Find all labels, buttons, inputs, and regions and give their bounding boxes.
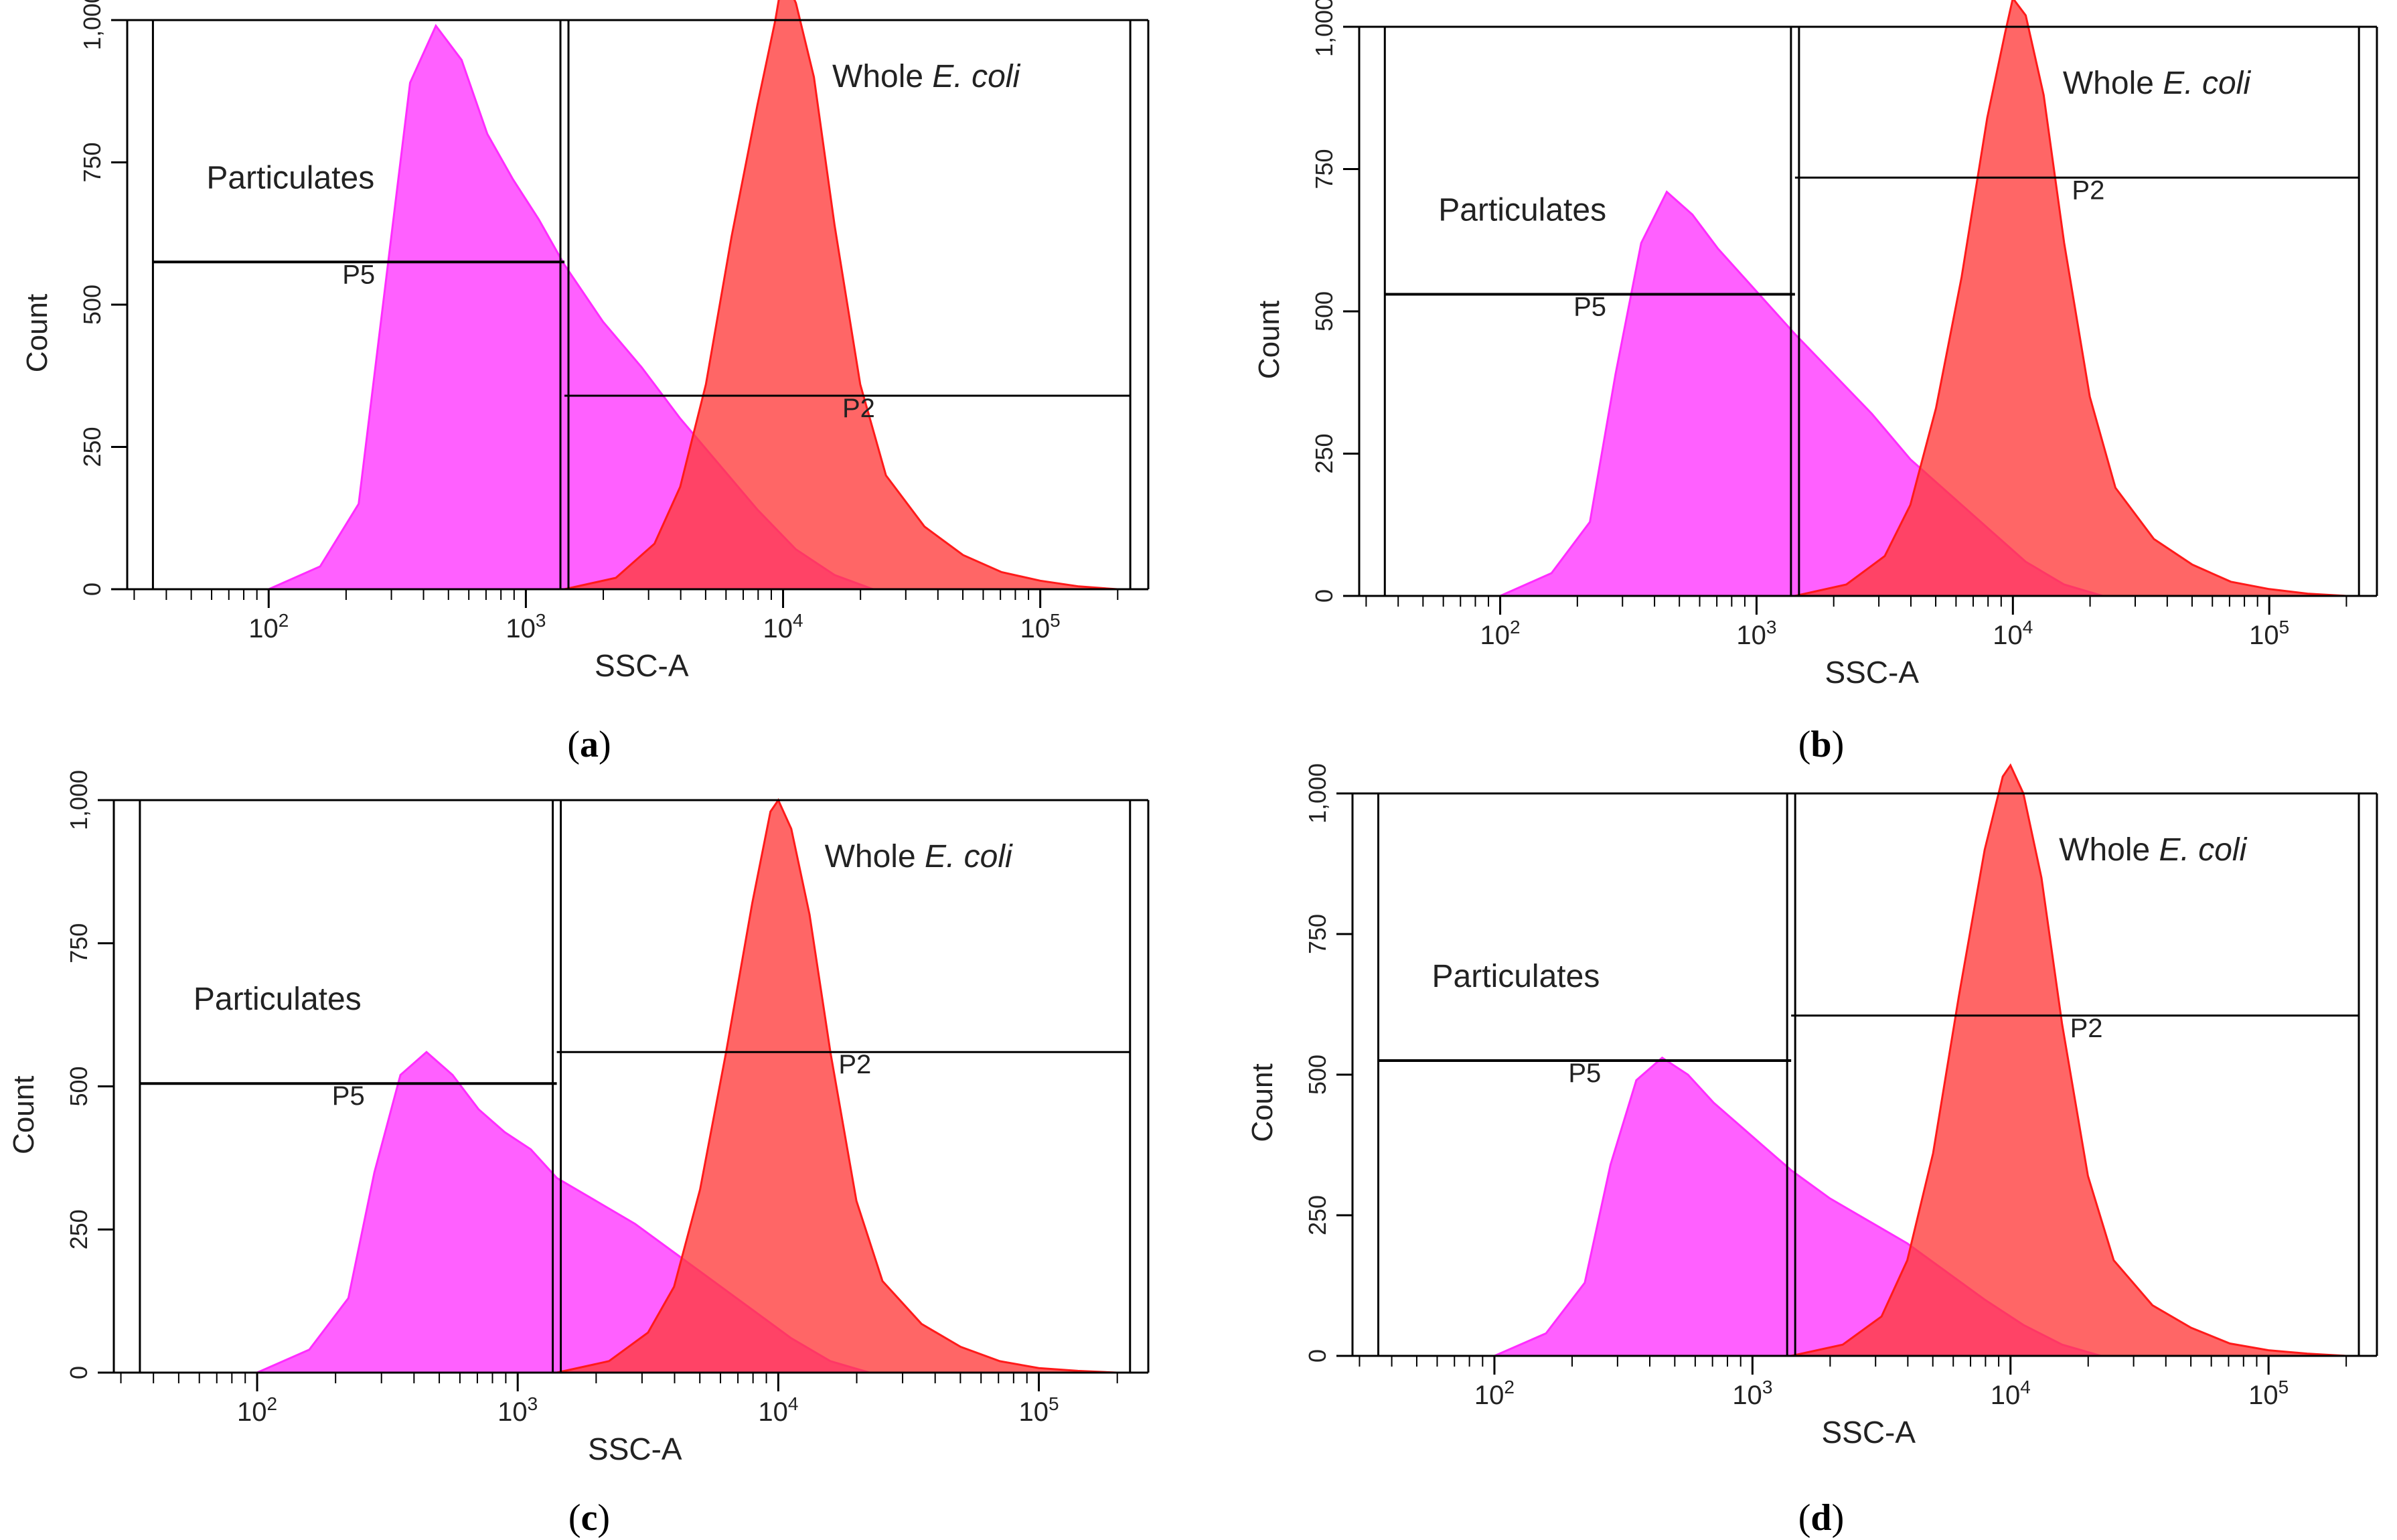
y-axis-label: Count bbox=[7, 1076, 40, 1154]
y-axis-label: Count bbox=[1246, 1063, 1279, 1142]
gate-label-p5: P5 bbox=[1568, 1059, 1601, 1088]
y-tick-label: 500 bbox=[78, 285, 106, 325]
panel-c: P5 P2 Particulates Whole E. coli 0 250 500 750 1… bbox=[7, 770, 1150, 1539]
y-tick-label: 0 bbox=[65, 1366, 92, 1379]
x-tick-label: 103 bbox=[1732, 1377, 1772, 1410]
gate-label-p2: P2 bbox=[842, 394, 875, 423]
x-axis-label: SSC-A bbox=[595, 648, 689, 683]
gate-label-p2: P2 bbox=[2070, 1014, 2103, 1043]
x-tick-label: 103 bbox=[1736, 617, 1776, 650]
x-axis-label: SSC-A bbox=[1825, 655, 1919, 690]
y-tick-label: 250 bbox=[1304, 1195, 1331, 1235]
label-particulates: Particulates bbox=[206, 160, 374, 196]
panel-caption: (a) bbox=[567, 724, 611, 765]
histogram-whole-ecoli bbox=[1790, 763, 2346, 1357]
label-whole-ecoli: Whole E. coli bbox=[825, 839, 1013, 874]
x-tick-label: 104 bbox=[763, 610, 803, 643]
y-axis-label: Count bbox=[1253, 301, 1286, 379]
histogram-whole-ecoli bbox=[564, 0, 1118, 591]
x-tick-label: 105 bbox=[2249, 617, 2289, 650]
y-axis-label: Count bbox=[21, 294, 54, 372]
y-tick-label: 750 bbox=[78, 142, 106, 182]
y-tick-label: 0 bbox=[78, 583, 106, 596]
x-axis-label: SSC-A bbox=[588, 1432, 682, 1466]
gate-label-p5: P5 bbox=[342, 260, 375, 289]
x-tick-label: 105 bbox=[1020, 610, 1061, 643]
panel-b: P5 P2 Particulates Whole E. coli 0 250 500 750 1… bbox=[1253, 0, 2378, 765]
label-particulates: Particulates bbox=[1438, 193, 1606, 228]
panel-caption: (d) bbox=[1798, 1497, 1844, 1539]
x-tick-label: 104 bbox=[758, 1393, 798, 1427]
y-tick-label: 250 bbox=[78, 427, 106, 467]
y-tick-label: 500 bbox=[1310, 291, 1338, 331]
x-tick-label: 105 bbox=[1019, 1393, 1059, 1427]
y-tick-label: 250 bbox=[65, 1209, 92, 1249]
panel-a: P5 P2 Particulates Whole E. coli 0 250 500 750 1… bbox=[21, 0, 1150, 765]
y-tick-label: 500 bbox=[1304, 1055, 1331, 1095]
x-tick-label: 103 bbox=[506, 610, 546, 643]
y-tick-label: 750 bbox=[1310, 149, 1338, 189]
gate-label-p2: P2 bbox=[838, 1050, 871, 1079]
x-tick-label: 105 bbox=[2248, 1377, 2289, 1410]
x-tick-label: 102 bbox=[248, 610, 289, 643]
gate-label-p5: P5 bbox=[1573, 293, 1606, 322]
x-axis-label: SSC-A bbox=[1821, 1415, 1916, 1450]
x-tick-label: 103 bbox=[497, 1393, 538, 1427]
y-tick-label: 750 bbox=[1304, 914, 1331, 954]
y-tick-label: 1,000 bbox=[1304, 763, 1331, 824]
panel-d: P5 P2 Particulates Whole E. coli 0 250 500 750 1… bbox=[1246, 763, 2378, 1539]
histogram-whole-ecoli bbox=[556, 797, 1117, 1374]
panel-caption: (b) bbox=[1798, 724, 1844, 765]
y-tick-label: 1,000 bbox=[1310, 0, 1338, 57]
label-whole-ecoli: Whole E. coli bbox=[2063, 66, 2251, 101]
gate-label-p2: P2 bbox=[2072, 175, 2104, 205]
gate-label-p5: P5 bbox=[332, 1081, 365, 1111]
y-tick-label: 0 bbox=[1304, 1349, 1331, 1363]
x-tick-label: 102 bbox=[1474, 1377, 1515, 1410]
y-tick-label: 1,000 bbox=[65, 770, 92, 830]
y-tick-label: 750 bbox=[65, 923, 92, 964]
panel-caption: (c) bbox=[568, 1497, 610, 1539]
y-tick-label: 500 bbox=[65, 1066, 92, 1106]
label-particulates: Particulates bbox=[194, 982, 362, 1017]
label-whole-ecoli: Whole E. coli bbox=[832, 59, 1020, 94]
y-tick-label: 1,000 bbox=[78, 0, 106, 50]
y-tick-label: 250 bbox=[1310, 433, 1338, 473]
histogram-whole-ecoli bbox=[1794, 0, 2347, 597]
label-whole-ecoli: Whole E. coli bbox=[2059, 832, 2247, 868]
x-tick-label: 102 bbox=[237, 1393, 277, 1427]
x-tick-label: 102 bbox=[1480, 617, 1521, 650]
label-particulates: Particulates bbox=[1432, 959, 1600, 994]
x-tick-label: 104 bbox=[1991, 1377, 2031, 1410]
y-tick-label: 0 bbox=[1310, 589, 1338, 603]
x-tick-label: 104 bbox=[1993, 617, 2033, 650]
